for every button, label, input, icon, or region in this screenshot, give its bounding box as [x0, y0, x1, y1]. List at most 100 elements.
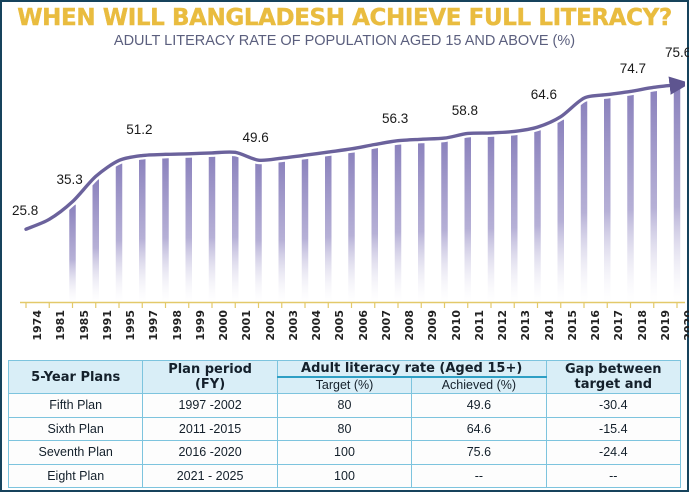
cell-gap: -- — [545, 463, 682, 488]
x-axis-label: 1998 — [170, 310, 184, 341]
x-axis-label: 2016 — [589, 310, 602, 341]
page-subtitle: ADULT LITERACY RATE OF POPULATION AGED 1… — [113, 33, 576, 49]
chart-bar — [627, 94, 634, 305]
x-axis-label: 2010 — [449, 310, 463, 341]
chart-bar — [208, 155, 216, 304]
data-point-label: 56.3 — [382, 110, 409, 126]
cell-period: 2016 -2020 — [142, 440, 278, 465]
data-point-label: 49.6 — [242, 130, 269, 146]
chart-bar — [348, 151, 355, 304]
chart-bar — [464, 136, 471, 304]
x-axis-label: 1995 — [124, 310, 137, 341]
x-axis-label: 2003 — [286, 310, 300, 341]
x-axis-label: 2001 — [240, 310, 254, 341]
th-rate-group: Adult literacy rate (Aged 15+) — [276, 360, 547, 378]
cell-achieved: 49.6 — [411, 393, 547, 418]
x-axis-label: 2014 — [542, 310, 556, 341]
chart-bars — [69, 87, 681, 305]
chart-bar — [139, 158, 146, 304]
x-axis-label: 1974 — [31, 310, 44, 341]
table-header: 5-Year Plans Plan period (FY) Adult lite… — [7, 360, 682, 394]
cell-period: 2011 -2015 — [142, 416, 278, 441]
x-axis-labels: 1974 1981 1985 1991 1995 1997 1998 1999 2000 2001… — [4, 310, 689, 356]
chart-bar — [185, 156, 192, 304]
chart-bar — [534, 130, 541, 304]
chart-bar — [325, 155, 332, 304]
chart-bar — [487, 135, 495, 304]
table-row: Fifth Plan 1997 -2002 80 49.6 -30.4 — [7, 393, 682, 418]
x-axis-label: 2012 — [496, 310, 509, 341]
x-axis-label: 2017 — [612, 310, 626, 341]
table-row: Sixth Plan 2011 -2015 80 64.6 -15.4 — [7, 416, 682, 441]
th-gap-line1: Gap between — [565, 362, 662, 377]
data-point-label: 51.2 — [126, 121, 153, 137]
chart-bar — [115, 163, 123, 304]
x-axis-label: 2002 — [263, 310, 277, 341]
header: WHEN WILL BANGLADESH ACHIEVE FULL LITERA… — [2, 5, 687, 50]
cell-period: 2021 - 2025 — [142, 463, 278, 488]
x-axis — [20, 301, 685, 308]
chart-bar — [394, 143, 402, 304]
chart-line — [24, 76, 685, 231]
x-axis-label: 1997 — [147, 310, 161, 341]
data-point-label: 74.7 — [619, 61, 647, 77]
chart-bar — [604, 97, 611, 304]
x-axis-label: 2005 — [333, 310, 347, 341]
cell-target: 80 — [276, 416, 413, 441]
data-point-label: 25.8 — [12, 203, 39, 219]
x-axis-label: 2018 — [635, 310, 649, 341]
chart-bar — [650, 90, 657, 304]
five-year-plans-table: 5-Year Plans Plan period (FY) Adult lite… — [7, 360, 682, 488]
x-axis-label: 1985 — [77, 310, 91, 341]
x-axis-label: 2006 — [356, 310, 370, 341]
chart-bar — [441, 141, 448, 304]
cell-period: 1997 -2002 — [142, 393, 278, 418]
cell-plan: Fifth Plan — [7, 393, 144, 418]
cell-plan: Seventh Plan — [7, 440, 144, 465]
th-gap: Gap between target and — [545, 360, 682, 394]
th-plans: 5-Year Plans — [7, 360, 144, 394]
cell-target: 80 — [276, 393, 413, 418]
chart-bar — [418, 142, 425, 304]
chart-bar — [278, 161, 285, 304]
table-body: Fifth Plan 1997 -2002 80 49.6 -30.4 Sixth Pla… — [7, 393, 682, 488]
data-point-label: 35.3 — [56, 171, 83, 187]
chart-bar — [232, 155, 239, 304]
cell-target: 100 — [276, 440, 413, 465]
chart-bar — [92, 179, 99, 304]
x-axis-label: 2009 — [426, 310, 440, 341]
x-axis-label: 2019 — [658, 310, 672, 341]
chart-bar — [371, 147, 378, 304]
chart-bar — [69, 204, 76, 304]
x-axis-label: 2008 — [403, 310, 416, 341]
x-axis-label: 2000 — [217, 310, 230, 341]
th-plan-period-line2: (FY) — [194, 377, 226, 392]
x-axis-label: 2015 — [565, 310, 579, 341]
data-point-label: 75.6 — [665, 44, 689, 60]
th-plan-period: Plan period (FY) — [142, 360, 278, 394]
cell-gap: -24.4 — [545, 440, 682, 465]
chart-bar — [580, 101, 588, 304]
cell-gap: -15.4 — [545, 416, 682, 441]
literacy-chart: 1974 1981 1985 1991 1995 1997 1998 1999 2000 2001… — [4, 45, 689, 356]
table-row: Eight Plan 2021 - 2025 100 -- -- — [7, 463, 682, 488]
chart-bar — [255, 163, 262, 304]
x-axis-label: 1981 — [54, 310, 68, 341]
page-title: WHEN WILL BANGLADESH ACHIEVE FULL LITERA… — [17, 5, 672, 31]
chart-bar — [301, 158, 309, 304]
th-gap-line2: target and — [574, 377, 653, 392]
data-point-label: 58.8 — [451, 103, 479, 119]
chart-plot-area — [22, 76, 685, 305]
cell-achieved: 75.6 — [411, 440, 547, 465]
data-point-label: 64.6 — [530, 86, 558, 102]
x-axis-label: 2013 — [519, 310, 533, 341]
cell-achieved: 64.6 — [411, 416, 547, 441]
x-axis-label: 2020 — [682, 310, 689, 341]
th-plan-period-line1: Plan period — [168, 362, 252, 377]
table-row: Seventh Plan 2016 -2020 100 75.6 -24.4 — [7, 440, 682, 465]
cell-plan: Eight Plan — [7, 463, 144, 488]
x-axis-label: 2004 — [310, 310, 323, 341]
x-axis-label: 2011 — [472, 310, 486, 341]
cell-gap: -30.4 — [545, 393, 682, 418]
